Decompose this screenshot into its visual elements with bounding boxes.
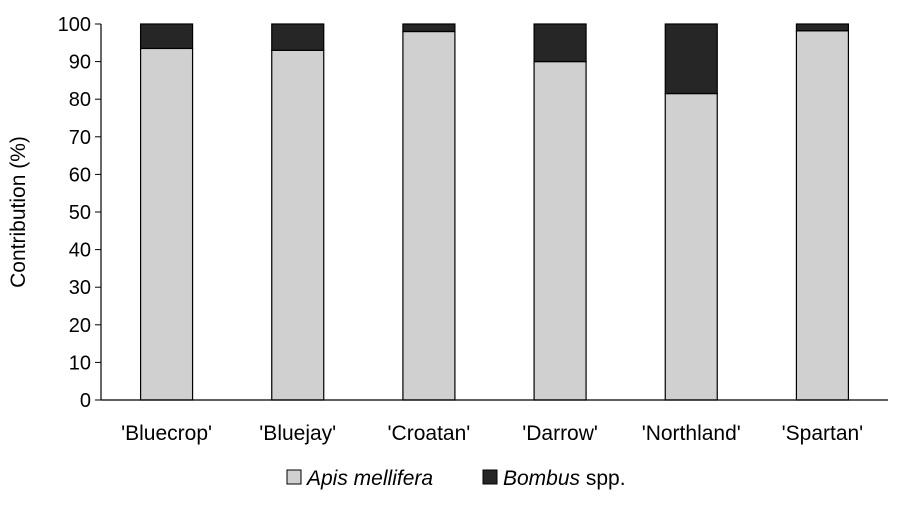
bar-segment-bombus: [402, 23, 456, 33]
bar-segment-bombus: [533, 23, 587, 63]
legend-label-bombus: Bombus spp.: [503, 467, 626, 490]
x-category-label: 'Darrow': [522, 422, 598, 445]
x-category-label: 'Croatan': [388, 422, 471, 445]
x-axis-categories: 'Bluecrop' 'Bluejay' 'Croatan' 'Darrow' 'Nor…: [121, 422, 863, 445]
legend-label-italic: Bombus: [503, 467, 581, 490]
x-category-label: 'Bluejay': [259, 422, 336, 445]
x-category-label: 'Spartan': [782, 422, 864, 445]
y-axis-title: Contribution (%): [7, 136, 30, 288]
legend-label-suffix: spp.: [580, 467, 626, 490]
y-tick-label: 90: [69, 52, 91, 74]
bar-segment-bombus: [664, 23, 718, 95]
bar-segment-bombus: [795, 23, 850, 32]
x-category-label: 'Bluecrop': [121, 422, 212, 445]
y-tick-label: 20: [69, 315, 91, 337]
bar-segment-apis: [664, 92, 718, 401]
bars: [139, 23, 850, 401]
bar-segment-apis: [139, 47, 194, 401]
legend-swatch-bombus: [482, 469, 498, 485]
y-tick-label: 70: [69, 127, 91, 149]
bar-segment-apis: [271, 49, 325, 401]
x-category-label: 'Northland': [642, 422, 741, 445]
y-tick-label: 50: [69, 202, 91, 224]
legend-swatch-apis: [286, 469, 302, 485]
bar-segment-bombus: [271, 23, 325, 51]
y-tick-label: 0: [80, 390, 91, 412]
bar-segment-apis: [795, 30, 850, 401]
bar-segment-apis: [402, 30, 456, 401]
y-tick-label: 30: [69, 277, 91, 299]
y-tick-label: 100: [58, 14, 91, 36]
legend-label-apis: Apis mellifera: [305, 467, 433, 490]
axes: [100, 24, 888, 401]
y-tick-label: 10: [69, 352, 91, 374]
legend-label-italic: Apis mellifera: [305, 467, 433, 490]
bar-segment-apis: [533, 60, 587, 401]
bar-segment-bombus: [139, 23, 194, 50]
y-axis-ticks: 0 10 20 30 40 50 60 70 80 90 100: [58, 14, 101, 412]
y-tick-label: 40: [69, 240, 91, 262]
legend: Apis mellifera Bombus spp.: [286, 467, 626, 490]
y-tick-label: 80: [69, 89, 91, 111]
y-tick-label: 60: [69, 164, 91, 186]
